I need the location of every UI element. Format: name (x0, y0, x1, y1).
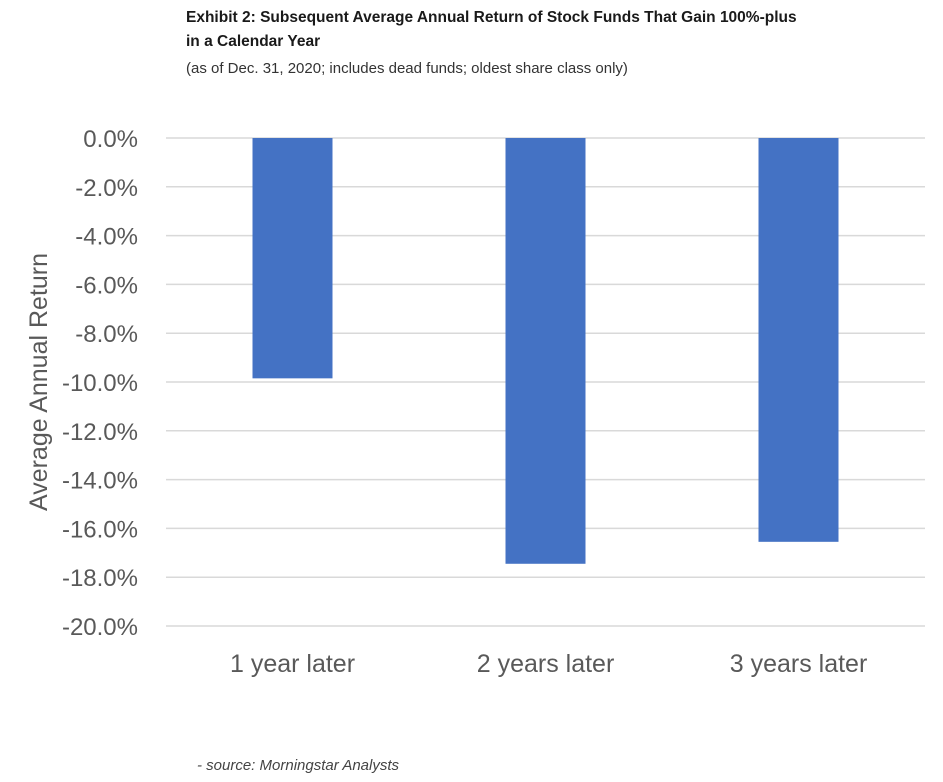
source-note: - source: Morningstar Analysts (197, 757, 400, 774)
y-tick-label: -6.0% (75, 272, 138, 299)
bar-1 (252, 138, 333, 379)
y-tick-label: -16.0% (62, 516, 138, 543)
y-tick-label: -14.0% (62, 468, 138, 495)
bar-3 (758, 138, 839, 542)
y-tick-label: -8.0% (75, 321, 138, 348)
x-tick-label: 2 years later (477, 650, 615, 678)
x-tick-label: 3 years later (730, 650, 868, 678)
y-tick-label: 0.0% (83, 126, 138, 153)
y-tick-label: -20.0% (62, 614, 138, 641)
y-tick-label: -18.0% (62, 565, 138, 592)
y-tick-label: -4.0% (75, 224, 138, 251)
bar-2 (505, 138, 586, 564)
x-tick-label: 1 year later (230, 650, 355, 678)
y-tick-label: -2.0% (75, 175, 138, 202)
y-axis-label: Average Annual Return (25, 253, 53, 511)
chart-title: Exhibit 2: Subsequent Average Annual Ret… (186, 9, 797, 50)
chart-subtitle: (as of Dec. 31, 2020; includes dead fund… (186, 60, 628, 77)
y-tick-label: -10.0% (62, 370, 138, 397)
y-tick-label: -12.0% (62, 419, 138, 446)
